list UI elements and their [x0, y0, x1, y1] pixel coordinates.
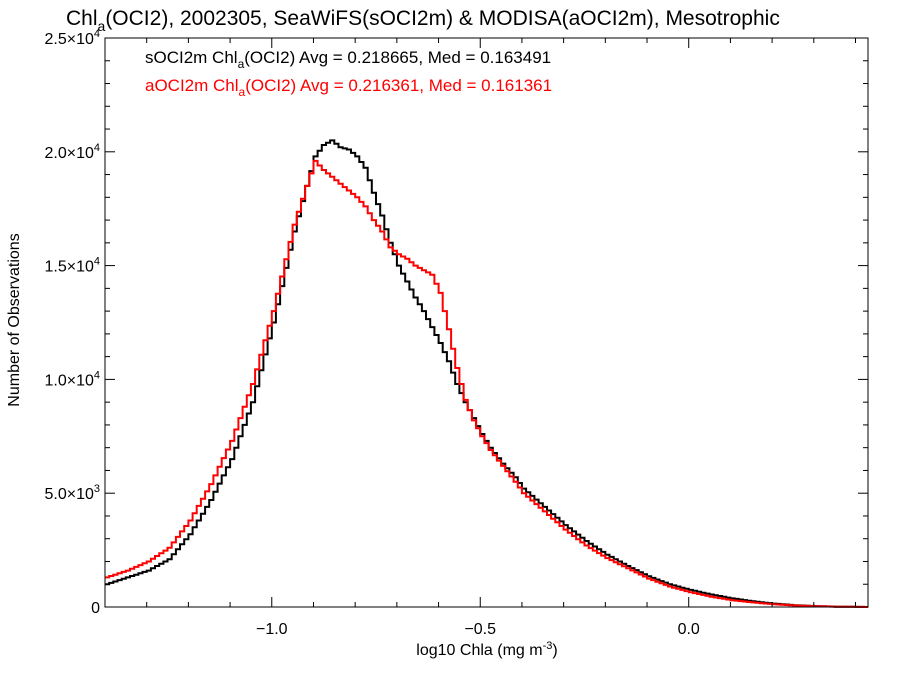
plot-frame [104, 37, 869, 608]
y-tick-label: 0 [91, 600, 100, 617]
x-axis-label: log10 Chla (mg m-3) [416, 640, 557, 659]
x-tick-label: 0.0 [678, 621, 700, 638]
y-tick-label: 2.0×104 [44, 142, 100, 162]
y-axis-label: Number of Observations [6, 233, 23, 406]
y-tick-label: 1.0×104 [44, 369, 100, 389]
axis-layer: −1.0 −0.5 0.0 0 5.0×103 1.0×104 1.5×104 2.0×104… [44, 28, 869, 638]
y-tick-label: 5.0×103 [44, 483, 100, 503]
series-line-sOCI2m [105, 139, 868, 608]
series-line-aOCI2m [105, 159, 868, 608]
series-layer [105, 139, 868, 608]
x-tick-label: −0.5 [464, 621, 496, 638]
y-tick-label: 2.5×104 [44, 28, 100, 48]
legend-entry-sOCI2m: sOCI2m Chla(OCI2) Avg = 0.218665, Med = … [145, 48, 551, 71]
chart-title: Chla(OCI2), 2002305, SeaWiFS(sOCI2m) & M… [66, 7, 780, 34]
y-tick-label: 1.5×104 [44, 256, 100, 276]
legend-entry-aOCI2m: aOCI2m Chla(OCI2) Avg = 0.216361, Med = … [145, 76, 552, 99]
x-tick-label: −1.0 [256, 621, 288, 638]
